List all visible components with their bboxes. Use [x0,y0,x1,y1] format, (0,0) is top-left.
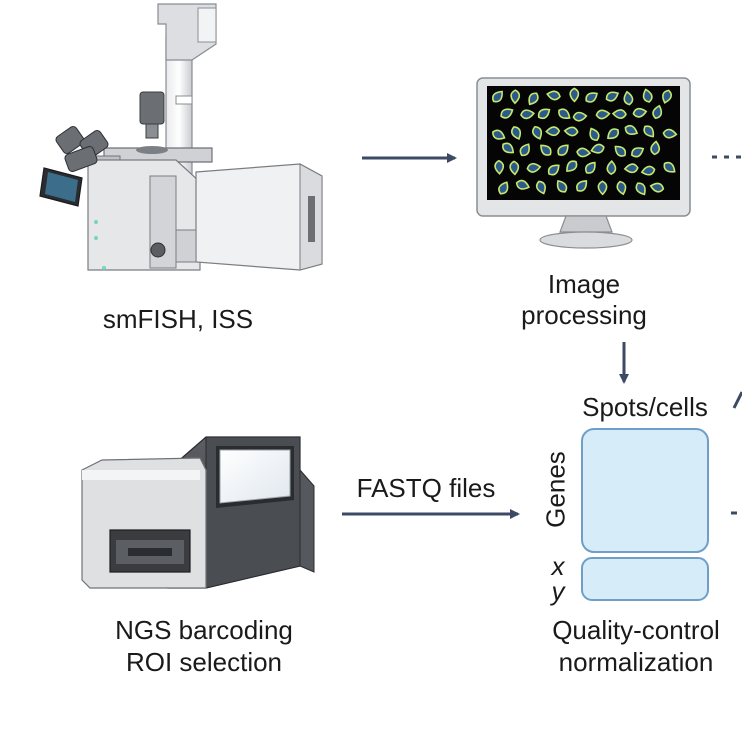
cell-shape [492,90,503,103]
cell-shape [607,128,619,140]
cell-shape [502,142,515,154]
cell-shape [635,182,646,196]
cell-shape [643,125,655,138]
cell-shape [606,159,617,175]
cell-shape [616,180,627,196]
cell-shape [537,108,551,120]
cell-shape [576,180,588,192]
cell-shape [557,144,569,156]
cell-shape [510,89,521,105]
cell-shape [650,140,661,156]
cell-shape [597,180,608,196]
cell-shape [519,143,530,157]
cell-shape [556,179,568,193]
cell-shape [494,159,505,175]
cell-shape [640,165,656,176]
cell-shape [631,147,645,158]
cell-shape [576,147,592,158]
microscope-icon [39,3,323,271]
image-processing-label-line2: processing [521,300,647,330]
cell-shape [520,109,535,120]
xy-coordinates-matrix [581,557,709,601]
cell-shape [585,92,598,103]
cell-shape [662,128,678,139]
cell-shape [632,107,648,118]
cell-shape [546,90,561,101]
qc-label-line1: Quality-control [552,615,720,645]
cell-shape [611,109,627,119]
cell-shape [584,161,596,174]
cell-shape [528,92,539,106]
cell-shape [623,163,639,174]
cell-shape [492,129,506,140]
cell-shape [500,108,514,119]
cell-shape [662,89,673,104]
gene-matrix [581,428,709,553]
image-processing-label-line1: Image [547,269,621,299]
spots-cells-label: Spots/cells [582,392,708,422]
sequencer-icon [81,436,315,589]
cell-shape [511,126,522,140]
cell-shape [624,124,639,135]
cell-shape [566,160,578,172]
fastq-label: FASTQ files [356,473,496,503]
cell-shape [558,108,571,119]
cell-shape [509,160,520,176]
return-arrow-fragment [732,391,742,409]
cell-shape [652,104,663,120]
cell-shape [498,181,509,195]
ngs-label-line1: NGS barcoding [115,615,293,645]
cell-shape [595,109,611,120]
ngs-label-line2: ROI selection [125,647,283,677]
smfish-label: smFISH, ISS [102,304,254,334]
y-label: y [551,576,565,606]
cell-shape [563,126,579,137]
cell-shape [540,144,552,156]
cell-shape [545,126,561,137]
cell-shape [663,161,676,173]
x-label: x [551,551,565,581]
cell-shape [526,162,542,173]
cell-shape [614,145,627,157]
cell-shape [547,164,560,176]
cell-shape [572,111,588,122]
cell-shape [642,88,653,103]
genes-label: Genes [540,451,571,528]
cell-shape [535,180,546,195]
cell-shape [590,143,605,154]
cell-shape [605,91,620,102]
cell-shape [515,179,530,190]
cell-shape [532,125,543,140]
cell-shape [589,127,600,141]
cell-shape [569,87,580,103]
qc-label-line2: normalization [558,647,714,677]
monitor-icon [476,77,691,249]
cell-shape [649,182,665,193]
cell-shape [623,90,634,106]
